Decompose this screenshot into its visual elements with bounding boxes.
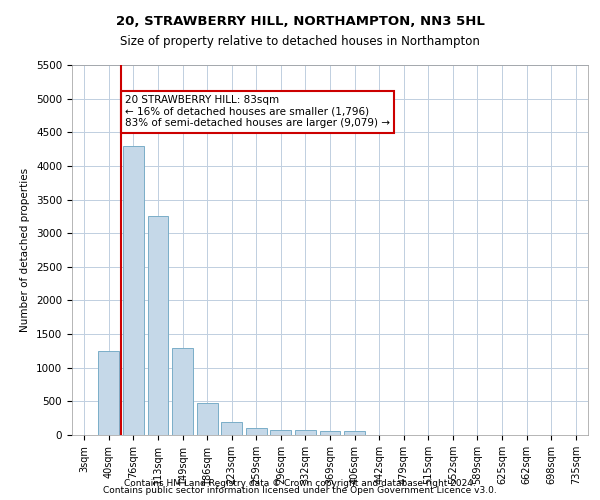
Bar [295, 430, 316, 435]
Text: Size of property relative to detached houses in Northampton: Size of property relative to detached ho… [120, 35, 480, 48]
Text: 20, STRAWBERRY HILL, NORTHAMPTON, NN3 5HL: 20, STRAWBERRY HILL, NORTHAMPTON, NN3 5H… [116, 15, 484, 28]
Bar [221, 422, 242, 435]
Text: Contains HM Land Registry data © Crown copyright and database right 2024.: Contains HM Land Registry data © Crown c… [124, 478, 476, 488]
Bar [246, 428, 267, 435]
Bar [123, 146, 144, 435]
Bar [172, 348, 193, 435]
Bar [197, 402, 218, 435]
Bar [271, 430, 292, 435]
Bar [320, 431, 340, 435]
Text: Contains public sector information licensed under the Open Government Licence v3: Contains public sector information licen… [103, 486, 497, 495]
Bar [98, 351, 119, 435]
Text: 20 STRAWBERRY HILL: 83sqm
← 16% of detached houses are smaller (1,796)
83% of se: 20 STRAWBERRY HILL: 83sqm ← 16% of detac… [125, 96, 390, 128]
Bar [148, 216, 169, 435]
Y-axis label: Number of detached properties: Number of detached properties [20, 168, 31, 332]
Bar [344, 431, 365, 435]
